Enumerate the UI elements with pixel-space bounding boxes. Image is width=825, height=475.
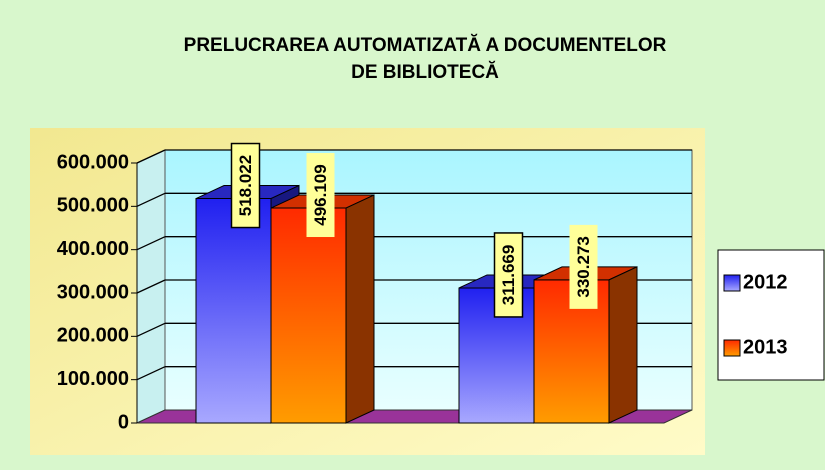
grid-line <box>136 236 166 251</box>
y-tick-label: 300.000 <box>57 281 129 303</box>
value-label-box <box>493 232 524 318</box>
value-label: 330.273 <box>569 224 598 309</box>
chart-title: PRELUCRAREA AUTOMATIZATĂ A DOCUMENTELOR <box>184 34 667 56</box>
grid-line <box>136 149 166 164</box>
y-tick-label: 0 <box>118 411 129 433</box>
legend-label: 2012 <box>743 271 788 293</box>
grid-line <box>136 366 166 381</box>
bar-front <box>270 207 347 424</box>
value-label-text: 311.669 <box>499 245 518 306</box>
legend-swatch <box>723 339 741 357</box>
bar-side <box>345 194 375 424</box>
bar-front <box>195 198 272 424</box>
bar <box>533 266 638 424</box>
legend-swatch <box>723 274 741 292</box>
value-label-text: 330.273 <box>574 236 593 297</box>
chart-title: DE BIBLIOTECĂ <box>351 61 499 83</box>
value-label: 311.669 <box>493 232 524 318</box>
value-label: 496.109 <box>306 153 335 238</box>
grid-line <box>136 192 166 207</box>
y-tick-label: 400.000 <box>57 238 129 260</box>
value-label-text: 518.022 <box>236 155 255 216</box>
bar-side <box>608 266 638 424</box>
grid-line <box>136 279 166 294</box>
y-tick-label: 500.000 <box>57 195 129 217</box>
bar <box>270 194 375 424</box>
value-label-box <box>569 224 598 309</box>
legend-label: 2013 <box>743 336 788 358</box>
value-label-box <box>230 142 261 229</box>
y-tick-label: 200.000 <box>57 325 129 347</box>
grid-line <box>136 322 166 337</box>
y-tick-label: 100.000 <box>57 368 129 390</box>
value-label: 518.022 <box>230 142 261 229</box>
legend <box>717 249 825 381</box>
y-tick-label: 600.000 <box>57 151 129 173</box>
value-label-text: 496.109 <box>311 164 330 225</box>
value-label-box <box>306 153 335 238</box>
